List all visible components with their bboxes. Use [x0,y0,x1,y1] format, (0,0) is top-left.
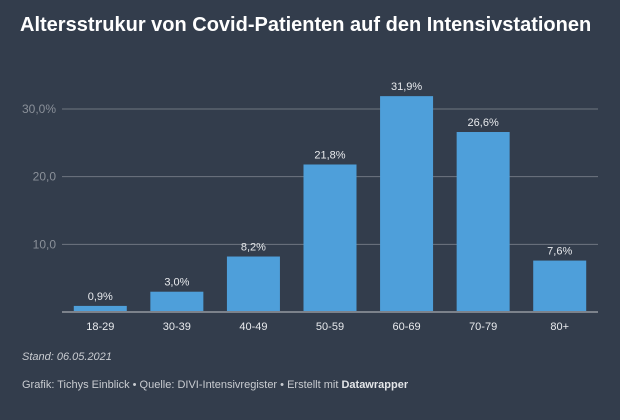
datawrapper-link[interactable]: Datawrapper [341,379,409,391]
bar-50-59 [303,164,357,312]
y-tick-label: 30,0% [22,102,56,116]
bar-40-49 [226,256,280,312]
bar-chart: 10,0 20,0 30,0% 0,9% 18-29 3,0% 30-39 8,2% 40-49… [22,81,598,333]
value-label: 8,2% [241,242,266,254]
y-tick-label: 10,0 [33,237,57,251]
bar-80+ [533,260,587,312]
x-tick-label: 60-69 [393,321,421,333]
bar-30-39 [150,291,204,312]
x-tick-label: 18-29 [86,321,114,333]
footer-text: Grafik: Tichys Einblick • Quelle: DIVI-I… [22,379,342,391]
y-tick-label: 20,0 [33,170,57,184]
value-label: 31,9% [391,81,422,93]
value-label: 7,6% [547,246,572,258]
x-tick-label: 70-79 [469,321,497,333]
bar-18-29 [73,305,127,312]
value-label: 3,0% [164,277,189,289]
value-label: 0,9% [88,291,113,303]
x-tick-label: 80+ [550,321,569,333]
source-footer: Grafik: Tichys Einblick • Quelle: DIVI-I… [22,379,408,391]
x-tick-label: 40-49 [239,321,267,333]
bar-60-69 [380,96,434,312]
x-tick-label: 30-39 [163,321,191,333]
bar-70-79 [456,132,510,312]
chart-title: Altersstrukur von Covid-Patienten auf de… [20,14,592,36]
value-label: 21,8% [314,149,345,161]
date-note: Stand: 06.05.2021 [22,351,112,363]
x-tick-label: 50-59 [316,321,344,333]
value-label: 26,6% [468,117,499,129]
